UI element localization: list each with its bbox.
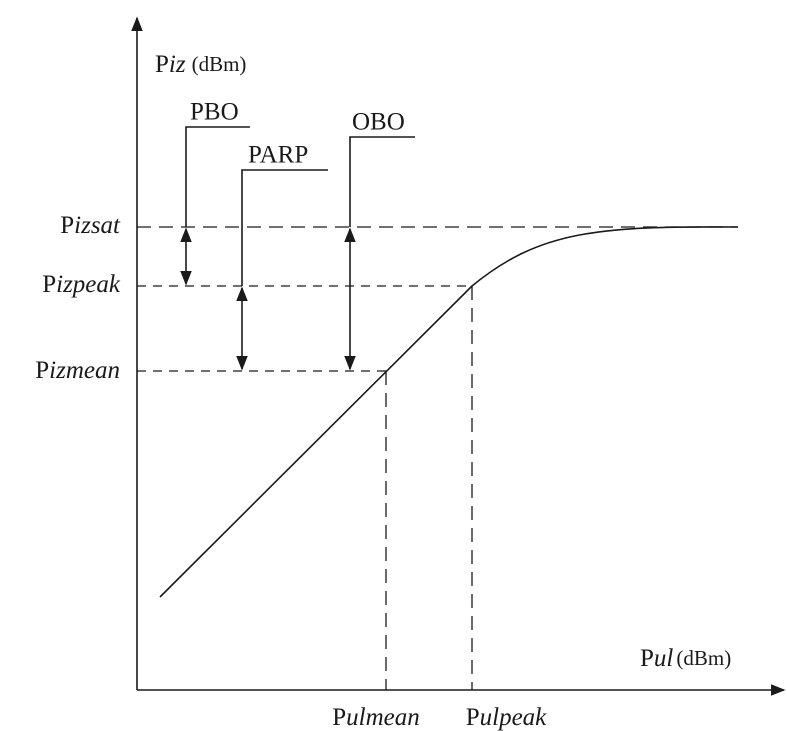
- x-axis-label: Pul (dBm): [640, 645, 731, 672]
- y-axis-label: Piz (dBm): [155, 51, 246, 78]
- transfer-curve: [159, 226, 739, 598]
- annotation: PBO: [190, 99, 239, 126]
- x-point-label: Pulmean: [332, 704, 420, 731]
- obo-leader: [349, 136, 415, 227]
- x-point-label: Pulpeak: [466, 704, 547, 731]
- level-label: Pizmean: [35, 357, 120, 384]
- level-label: Pizsat: [60, 212, 121, 239]
- level-label: Pizpeak: [42, 271, 121, 298]
- pbo-leader: [185, 126, 250, 227]
- parp-leader: [241, 169, 328, 286]
- annotation: OBO: [352, 109, 405, 136]
- annotation: PARP: [248, 142, 308, 169]
